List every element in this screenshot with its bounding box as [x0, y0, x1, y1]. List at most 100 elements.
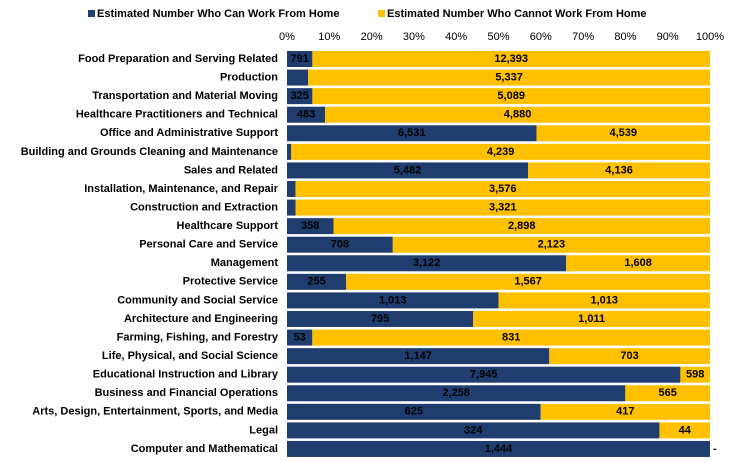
- value-label: 2,258: [442, 387, 470, 399]
- bar-segment: [287, 69, 309, 86]
- bar-segment: [540, 403, 710, 420]
- bar-segment: [287, 199, 296, 216]
- value-label: 5,337: [495, 71, 523, 83]
- bar-segment: [287, 273, 347, 290]
- value-label: 4,539: [610, 127, 638, 139]
- value-label: 5,482: [394, 164, 422, 176]
- value-label: 3,576: [489, 183, 517, 195]
- value-label: 4,239: [487, 146, 515, 158]
- bar-segment: [287, 329, 313, 346]
- bar-segment: [346, 273, 710, 290]
- value-label: 325: [291, 90, 309, 102]
- category-label: Management: [211, 257, 279, 269]
- value-label: 255: [307, 276, 325, 288]
- x-tick-label: 20%: [361, 31, 383, 43]
- value-label: -: [713, 443, 717, 455]
- value-label: 1,444: [485, 443, 513, 455]
- value-label: 2,123: [538, 239, 566, 251]
- bar-segment: [392, 236, 710, 253]
- bar-segment: [295, 180, 710, 197]
- value-label: 5,089: [497, 90, 525, 102]
- value-label: 4,880: [504, 109, 532, 121]
- bar-segment: [287, 385, 626, 402]
- bar-segment: [295, 199, 710, 216]
- value-label: 1,013: [379, 294, 407, 306]
- x-tick-label: 10%: [318, 31, 340, 43]
- value-label: 483: [297, 109, 315, 121]
- bar-segment: [566, 255, 710, 272]
- value-label: 2,898: [508, 220, 536, 232]
- bar-segment: [312, 329, 710, 346]
- value-label: 565: [658, 387, 676, 399]
- x-tick-label: 70%: [572, 31, 594, 43]
- bar-segment: [287, 143, 292, 160]
- bar-segment: [536, 125, 710, 142]
- bar-segment: [287, 218, 334, 235]
- x-tick-label: 30%: [403, 31, 425, 43]
- bar-segment: [287, 180, 296, 197]
- category-label: Healthcare Support: [177, 220, 279, 232]
- bar-segment: [287, 348, 550, 365]
- bar-segment: [312, 88, 710, 105]
- category-label: Sales and Related: [184, 164, 278, 176]
- bar-segment: [287, 403, 541, 420]
- bar-segment: [287, 310, 474, 327]
- category-label: Production: [220, 71, 278, 83]
- value-label: 625: [405, 406, 423, 418]
- value-label: 358: [301, 220, 319, 232]
- value-label: 12,393: [494, 53, 528, 65]
- category-label: Food Preparation and Serving Related: [78, 53, 278, 65]
- category-label: Office and Administrative Support: [100, 127, 278, 139]
- legend-swatch: [88, 10, 95, 17]
- category-label: Building and Grounds Cleaning and Mainte…: [21, 146, 278, 158]
- value-label: 831: [502, 331, 520, 343]
- value-label: 3,122: [413, 257, 441, 269]
- x-tick-label: 100%: [696, 31, 724, 43]
- value-label: 7,945: [470, 369, 498, 381]
- value-label: 1,567: [514, 276, 542, 288]
- category-label: Computer and Mathematical: [131, 443, 278, 455]
- category-label: Healthcare Practitioners and Technical: [76, 109, 278, 121]
- value-label: 53: [294, 331, 306, 343]
- legend-label: Estimated Number Who Cannot Work From Ho…: [387, 8, 647, 20]
- value-label: 44: [679, 424, 692, 436]
- value-label: 598: [686, 369, 704, 381]
- bar-segment: [287, 236, 393, 253]
- bar-segment: [549, 348, 710, 365]
- bar-segment: [287, 88, 313, 105]
- legend-swatch: [378, 10, 385, 17]
- bar-segment: [287, 292, 499, 309]
- bar-segment: [325, 106, 710, 123]
- value-label: 324: [464, 424, 483, 436]
- legend-label: Estimated Number Who Can Work From Home: [97, 8, 339, 20]
- bar-segment: [287, 422, 660, 439]
- x-tick-label: 0%: [279, 31, 295, 43]
- category-label: Arts, Design, Entertainment, Sports, and…: [32, 406, 279, 418]
- bar-segment: [287, 125, 537, 142]
- category-label: Personal Care and Service: [139, 239, 278, 251]
- bar-segment: [308, 69, 710, 86]
- value-label: 417: [616, 406, 634, 418]
- value-label: 1,013: [590, 294, 618, 306]
- x-tick-label: 60%: [530, 31, 552, 43]
- value-label: 1,011: [578, 313, 605, 325]
- category-label: Protective Service: [183, 276, 278, 288]
- bar-segment: [659, 422, 710, 439]
- category-label: Life, Physical, and Social Science: [102, 350, 278, 362]
- category-label: Farming, Fishing, and Forestry: [117, 331, 279, 343]
- bar-segment: [312, 51, 710, 67]
- x-tick-label: 40%: [445, 31, 467, 43]
- bar-segment: [473, 310, 710, 327]
- value-label: 708: [331, 239, 349, 251]
- x-tick-label: 50%: [487, 31, 509, 43]
- value-label: 795: [371, 313, 389, 325]
- bar-segment: [287, 162, 529, 179]
- bar-segment: [680, 366, 710, 383]
- x-tick-label: 90%: [657, 31, 679, 43]
- category-label: Construction and Extraction: [130, 201, 278, 213]
- category-label: Legal: [249, 424, 278, 436]
- bar-segment: [528, 162, 710, 179]
- bar-segment: [291, 143, 710, 160]
- bar-segment: [287, 440, 710, 457]
